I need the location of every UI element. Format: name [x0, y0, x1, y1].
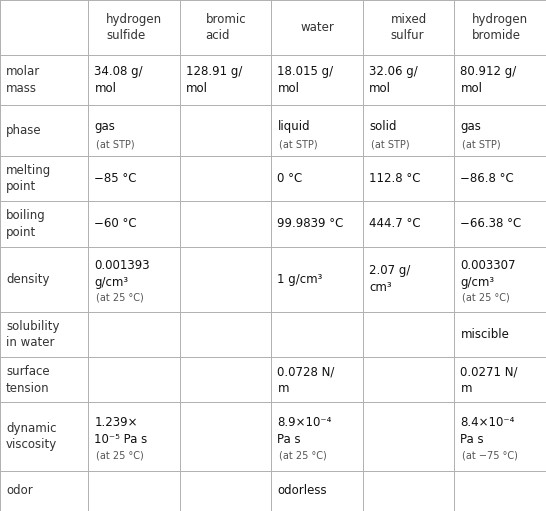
Text: (at 25 °C): (at 25 °C) [280, 451, 327, 461]
Text: 0.001393
g/cm³: 0.001393 g/cm³ [94, 259, 150, 289]
Text: 8.4×10⁻⁴
Pa s: 8.4×10⁻⁴ Pa s [460, 416, 515, 446]
Text: 1.239×
10⁻⁵ Pa s: 1.239× 10⁻⁵ Pa s [94, 416, 148, 446]
Text: 32.06 g/
mol: 32.06 g/ mol [369, 65, 418, 95]
Text: 34.08 g/
mol: 34.08 g/ mol [94, 65, 143, 95]
Text: bromic
acid: bromic acid [205, 13, 246, 42]
Text: (at 25 °C): (at 25 °C) [97, 292, 144, 303]
Text: melting
point: melting point [6, 164, 51, 193]
Text: boiling
point: boiling point [6, 209, 46, 239]
Text: surface
tension: surface tension [6, 365, 50, 394]
Text: (at STP): (at STP) [371, 140, 410, 150]
Text: −86.8 °C: −86.8 °C [460, 172, 514, 185]
Text: 99.9839 °C: 99.9839 °C [277, 217, 344, 230]
Text: 444.7 °C: 444.7 °C [369, 217, 420, 230]
Text: 80.912 g/
mol: 80.912 g/ mol [460, 65, 517, 95]
Text: 0 °C: 0 °C [277, 172, 302, 185]
Text: −60 °C: −60 °C [94, 217, 137, 230]
Text: liquid: liquid [277, 120, 310, 133]
Text: 0.003307
g/cm³: 0.003307 g/cm³ [460, 259, 516, 289]
Text: 8.9×10⁻⁴
Pa s: 8.9×10⁻⁴ Pa s [277, 416, 332, 446]
Text: (at STP): (at STP) [462, 140, 501, 150]
Text: 0.0728 N/
m: 0.0728 N/ m [277, 365, 335, 394]
Text: (at 25 °C): (at 25 °C) [97, 451, 144, 461]
Text: (at 25 °C): (at 25 °C) [462, 292, 511, 303]
Text: dynamic
viscosity: dynamic viscosity [6, 422, 57, 452]
Text: (at STP): (at STP) [280, 140, 318, 150]
Text: (at −75 °C): (at −75 °C) [462, 451, 518, 461]
Text: miscible: miscible [460, 328, 509, 341]
Text: hydrogen
bromide: hydrogen bromide [472, 13, 529, 42]
Text: 0.0271 N/
m: 0.0271 N/ m [460, 365, 518, 394]
Text: 112.8 °C: 112.8 °C [369, 172, 420, 185]
Text: hydrogen
sulfide: hydrogen sulfide [106, 13, 162, 42]
Text: (at STP): (at STP) [97, 140, 135, 150]
Text: mixed
sulfur: mixed sulfur [390, 13, 427, 42]
Text: phase: phase [6, 124, 41, 137]
Text: 18.015 g/
mol: 18.015 g/ mol [277, 65, 334, 95]
Text: −66.38 °C: −66.38 °C [460, 217, 522, 230]
Text: gas: gas [94, 120, 115, 133]
Text: gas: gas [460, 120, 482, 133]
Text: odorless: odorless [277, 484, 327, 498]
Text: molar
mass: molar mass [6, 65, 40, 95]
Text: odor: odor [6, 484, 33, 498]
Text: density: density [6, 273, 50, 286]
Text: solid: solid [369, 120, 396, 133]
Text: water: water [300, 21, 334, 34]
Text: 1 g/cm³: 1 g/cm³ [277, 273, 323, 286]
Text: 2.07 g/
cm³: 2.07 g/ cm³ [369, 265, 411, 294]
Text: solubility
in water: solubility in water [6, 320, 60, 350]
Text: 128.91 g/
mol: 128.91 g/ mol [186, 65, 242, 95]
Text: −85 °C: −85 °C [94, 172, 137, 185]
